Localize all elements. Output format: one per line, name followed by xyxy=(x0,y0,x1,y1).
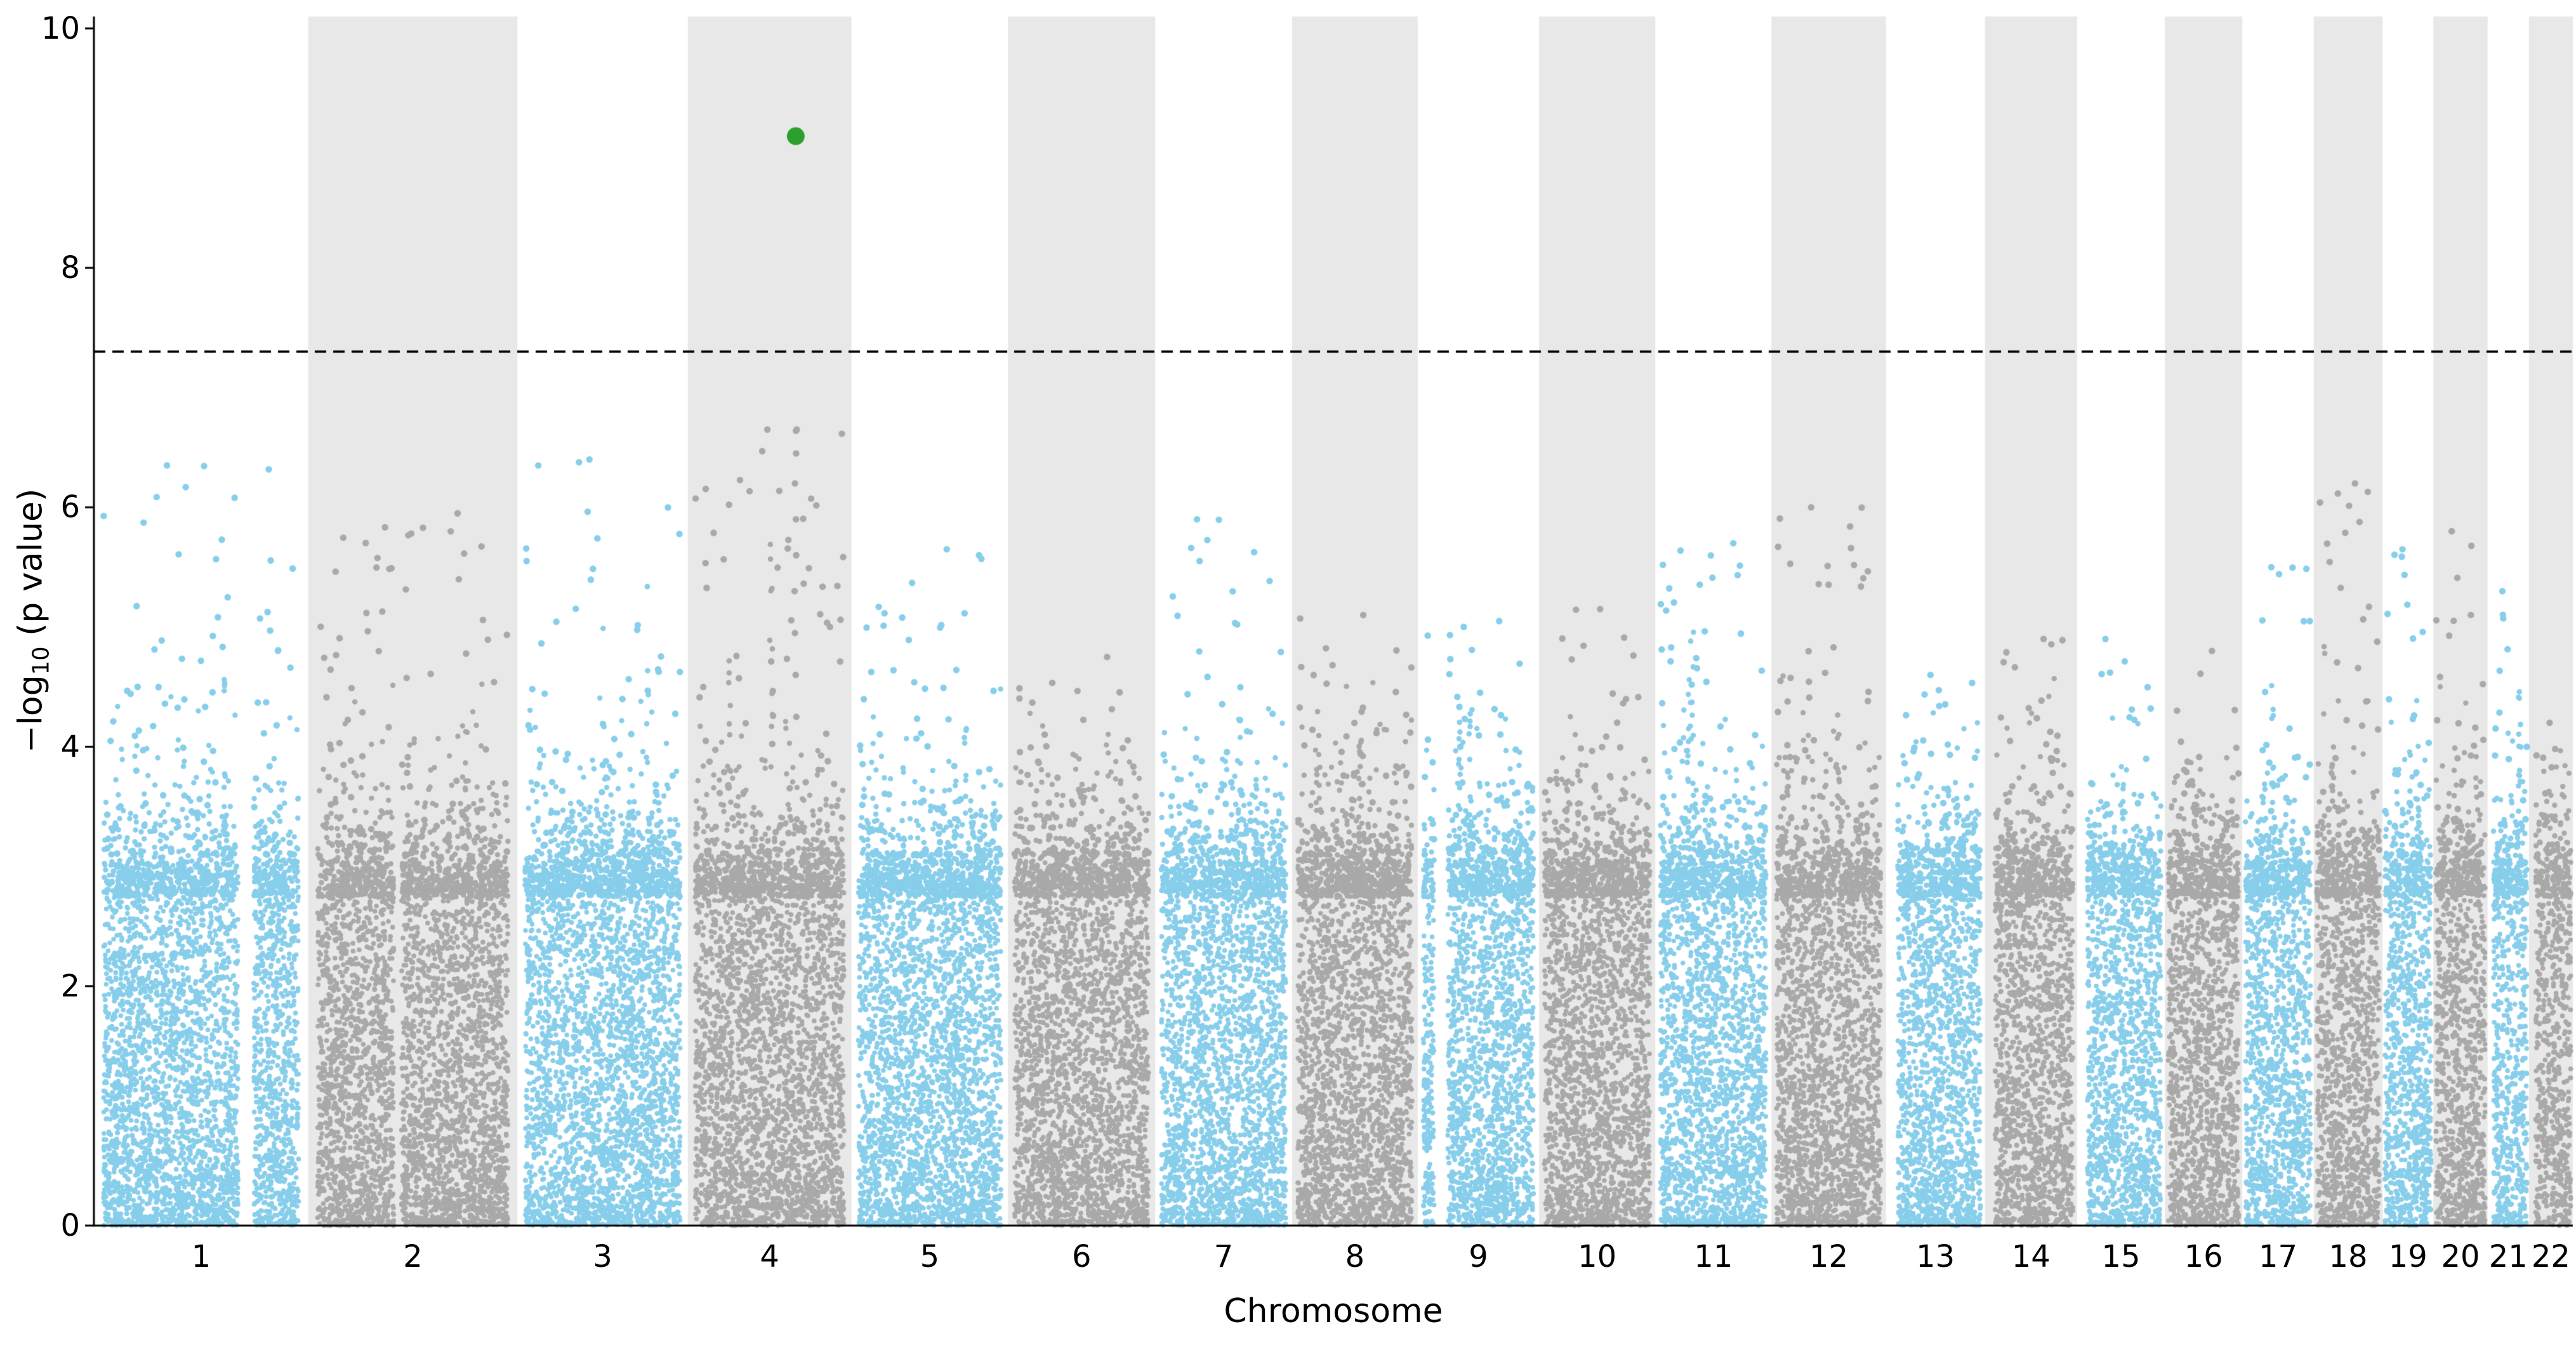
x-tick-label-chromosome-15: 15 xyxy=(2101,1239,2141,1274)
x-axis-label: Chromosome xyxy=(1224,1292,1443,1330)
x-tick-label-chromosome-12: 12 xyxy=(1809,1239,1849,1274)
x-tick-label-chromosome-20: 20 xyxy=(2441,1239,2480,1274)
x-tick-label-chromosome-18: 18 xyxy=(2328,1239,2368,1274)
x-tick-label-chromosome-8: 8 xyxy=(1345,1239,1365,1274)
y-tick-label: 4 xyxy=(60,729,80,765)
x-tick-label-chromosome-3: 3 xyxy=(593,1239,612,1274)
x-tick-label-chromosome-17: 17 xyxy=(2258,1239,2298,1274)
x-tick-label-chromosome-7: 7 xyxy=(1213,1239,1234,1274)
y-tick-label: 10 xyxy=(41,10,80,46)
x-tick-label-chromosome-1: 1 xyxy=(191,1239,211,1274)
x-tick-label-chromosome-6: 6 xyxy=(1072,1239,1092,1274)
x-tick-label-chromosome-14: 14 xyxy=(2011,1239,2051,1274)
x-tick-label-chromosome-10: 10 xyxy=(1578,1239,1617,1274)
x-tick-label-chromosome-2: 2 xyxy=(403,1239,423,1274)
x-tick-label-chromosome-5: 5 xyxy=(920,1239,940,1274)
y-axis-label: −log10 (p value) xyxy=(11,489,54,753)
y-tick-label: 0 xyxy=(60,1208,80,1243)
x-tick-label-chromosome-16: 16 xyxy=(2184,1239,2223,1274)
y-tick-label: 2 xyxy=(60,968,80,1004)
x-tick-label-chromosome-22: 22 xyxy=(2531,1239,2570,1274)
y-tick-label: 8 xyxy=(60,250,80,286)
x-tick-label-chromosome-19: 19 xyxy=(2388,1239,2427,1274)
x-tick-label-chromosome-11: 11 xyxy=(1694,1239,1733,1274)
y-tick-label: 6 xyxy=(60,489,80,526)
x-tick-label-chromosome-21: 21 xyxy=(2488,1239,2528,1274)
x-tick-label-chromosome-4: 4 xyxy=(760,1239,779,1274)
x-tick-label-chromosome-9: 9 xyxy=(1469,1239,1488,1274)
y-axis-label-sub: 10 xyxy=(28,646,55,675)
x-tick-label-chromosome-13: 13 xyxy=(1916,1239,1955,1274)
